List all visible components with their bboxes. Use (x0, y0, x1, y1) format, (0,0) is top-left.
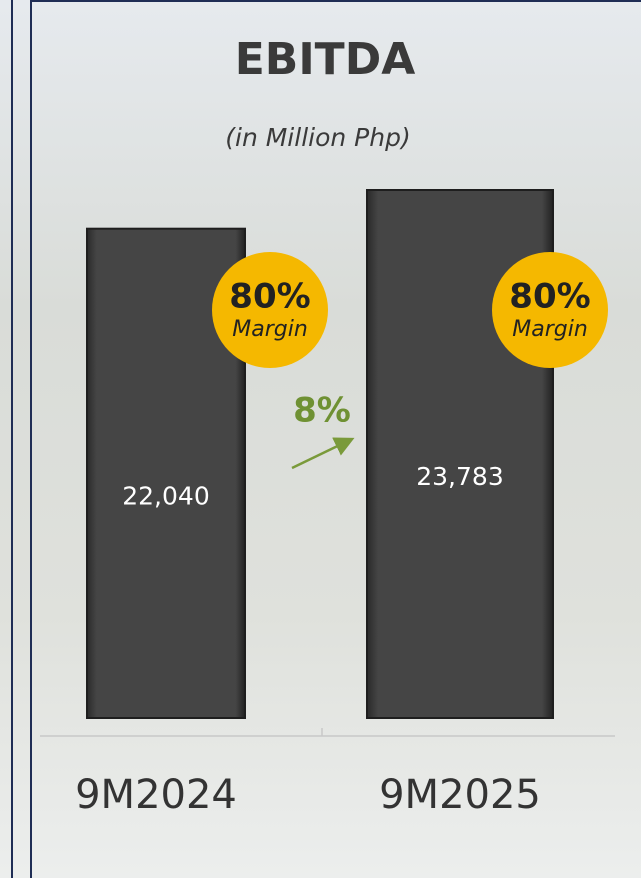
value-label: 22,040 (122, 481, 209, 510)
growth-label: 8% (293, 391, 351, 431)
margin-badge (212, 252, 328, 368)
chart-subtitle: (in Million Php) (225, 123, 410, 152)
margin-caption: Margin (512, 317, 588, 342)
margin-value: 80% (229, 277, 310, 317)
margin-caption: Margin (232, 317, 308, 342)
growth-arrow (291, 437, 355, 470)
margin-badge (492, 252, 608, 368)
margin-value: 80% (509, 277, 590, 317)
left-panel-border (11, 0, 13, 878)
x-tick-label: 9M2024 (75, 772, 237, 818)
chart-title: EBITDA (235, 34, 416, 85)
x-tick-label: 9M2025 (379, 772, 541, 818)
value-label: 23,783 (416, 462, 503, 491)
panel-border (30, 0, 641, 878)
